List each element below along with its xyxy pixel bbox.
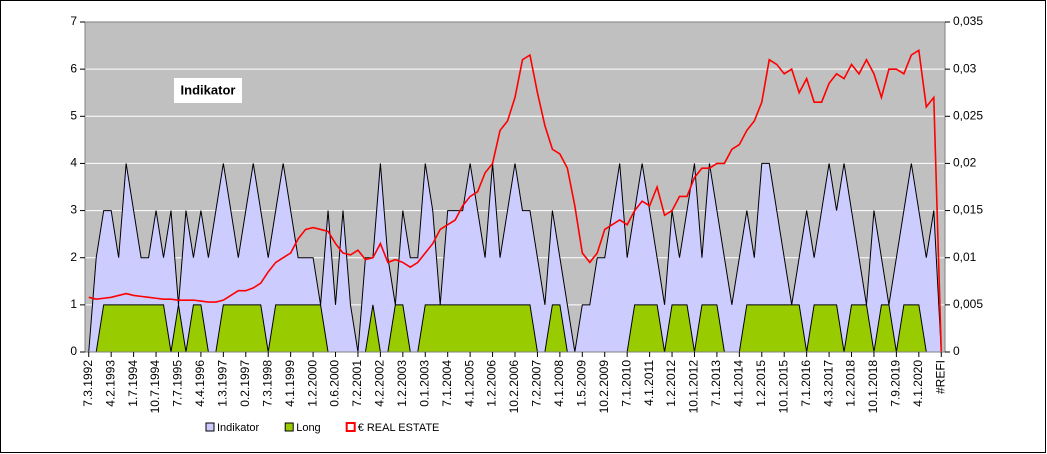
- x-tick-label: 1.2.2015: [754, 360, 768, 407]
- x-tick-label: 7.1.2013: [709, 360, 723, 407]
- x-tick-label: 4.2.1993: [103, 360, 117, 407]
- x-tick-label: 1.2.2000: [305, 360, 319, 407]
- chart-title: Indikator: [181, 82, 236, 97]
- x-tick-label: 7.1.2016: [799, 360, 813, 407]
- x-tick-label: 1.3.1997: [216, 360, 230, 407]
- x-tick-label: 1.2.2012: [664, 360, 678, 407]
- y2-tick-label: 0,015: [953, 203, 983, 217]
- y-tick-label: 0: [70, 344, 77, 358]
- line-series: [88, 48, 943, 353]
- y2-tick-label: 0,025: [953, 108, 983, 122]
- y2-tick-label: 0,03: [953, 61, 977, 75]
- y-tick-label: 7: [70, 14, 77, 28]
- y-tick-label: 1: [70, 297, 77, 311]
- x-tick-label: 1.7.1994: [126, 360, 140, 407]
- y2-tick-label: 0,01: [953, 250, 977, 264]
- legend-label: € REAL ESTATE: [358, 422, 440, 434]
- x-tick-label: 7.1.2010: [619, 360, 633, 407]
- x-tick-label: 1.2.2003: [395, 360, 409, 407]
- x-tick-label: 1.2.2006: [485, 360, 499, 407]
- x-tick-label: 0.6.2000: [328, 360, 342, 407]
- x-tick-label: 7.1.2004: [440, 360, 454, 407]
- legend-swatch: [345, 422, 356, 432]
- x-tick-label: 7.2.2001: [350, 360, 364, 407]
- x-tick-label: #REFI: [933, 360, 947, 394]
- x-tick-label: 7.9.2019: [889, 360, 903, 407]
- x-tick-label: 4.1.1999: [283, 360, 297, 407]
- x-tick-label: 4.1.2011: [642, 360, 656, 406]
- legend-swatch: [284, 422, 294, 432]
- y-tick-label: 6: [70, 61, 77, 75]
- x-tick-label: 0.1.2003: [417, 360, 431, 407]
- x-tick-label: 10.1.2018: [866, 360, 880, 414]
- x-tick-label: 10.7.1994: [148, 360, 162, 414]
- x-tick-label: 1.2.2018: [844, 360, 858, 407]
- y2-tick-label: 0,005: [953, 297, 983, 311]
- x-tick-label: 7.2.2007: [530, 360, 544, 407]
- x-tick-label: 10.1.2012: [687, 360, 701, 414]
- y2-tick-label: 0,035: [953, 14, 983, 28]
- x-tick-label: 4.1.2005: [462, 360, 476, 407]
- x-tick-label: 0.2.1997: [238, 360, 252, 407]
- x-tick-label: 10.1.2015: [776, 360, 790, 414]
- x-tick-label: 7.3.1992: [81, 360, 95, 407]
- x-tick-label: 10.2.2006: [507, 360, 521, 414]
- y-tick-label: 2: [70, 250, 77, 264]
- legend-label: Indikator: [217, 422, 260, 434]
- y-tick-label: 5: [70, 108, 77, 122]
- x-tick-label: 4.3.2017: [821, 360, 835, 407]
- x-tick-label: 4.1.2020: [911, 360, 925, 407]
- y2-tick-label: 0,02: [953, 156, 977, 170]
- x-tick-label: 1.5.2009: [574, 360, 588, 407]
- title-box: [174, 78, 242, 103]
- y2-tick-label: 0: [953, 344, 960, 358]
- area-series: [88, 304, 942, 353]
- x-tick-label: 4.2.2002: [373, 360, 387, 407]
- x-tick-label: 4.1.2014: [732, 360, 746, 407]
- y-tick-label: 4: [70, 156, 77, 170]
- x-tick-label: 7.3.1998: [260, 360, 274, 407]
- x-tick-label: 4.4.1996: [193, 360, 207, 407]
- legend-swatch: [205, 422, 215, 432]
- x-tick-label: 4.1.2008: [552, 360, 566, 407]
- x-tick-label: 10.2.2009: [597, 360, 611, 414]
- x-tick-label: 7.7.1995: [171, 360, 185, 407]
- legend-label: Long: [296, 422, 320, 434]
- y-tick-label: 3: [70, 203, 77, 217]
